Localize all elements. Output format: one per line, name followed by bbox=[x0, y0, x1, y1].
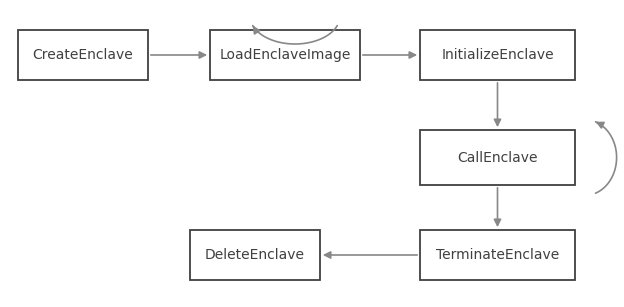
Bar bbox=[420, 30, 575, 80]
Bar bbox=[420, 230, 575, 280]
Bar bbox=[18, 30, 148, 80]
Bar bbox=[210, 30, 360, 80]
Text: CallEnclave: CallEnclave bbox=[457, 150, 538, 165]
Text: DeleteEnclave: DeleteEnclave bbox=[205, 248, 305, 262]
Bar bbox=[190, 230, 320, 280]
Bar bbox=[420, 130, 575, 185]
Text: InitializeEnclave: InitializeEnclave bbox=[441, 48, 554, 62]
Text: CreateEnclave: CreateEnclave bbox=[32, 48, 134, 62]
Text: LoadEnclaveImage: LoadEnclaveImage bbox=[219, 48, 351, 62]
Text: TerminateEnclave: TerminateEnclave bbox=[436, 248, 559, 262]
